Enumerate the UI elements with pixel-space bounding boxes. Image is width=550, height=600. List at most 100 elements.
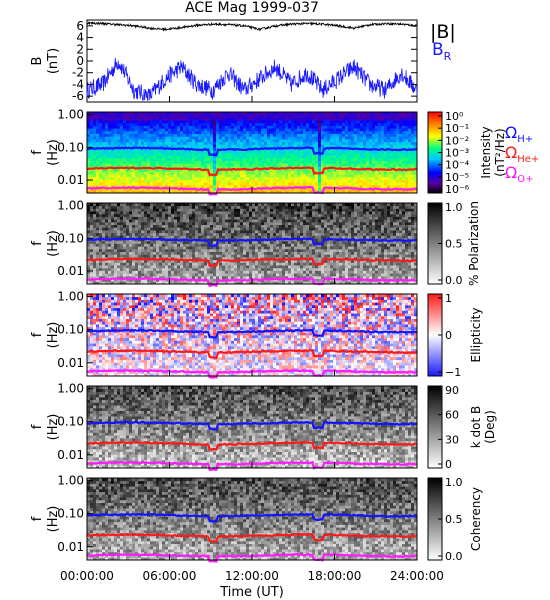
- spectrogram-cell: [102, 157, 106, 161]
- spectrogram-cell: [306, 139, 310, 143]
- spectrogram-cell: [111, 248, 115, 252]
- spectrogram-cell: [141, 152, 145, 156]
- spectrogram-cell: [150, 273, 154, 277]
- spectrogram-cell: [243, 171, 247, 175]
- spectrogram-cell: [126, 176, 130, 180]
- spectrogram-cell: [216, 117, 220, 121]
- spectrogram-cell: [393, 141, 397, 145]
- spectrogram-cell: [123, 160, 127, 164]
- spectrogram-cell: [96, 205, 100, 209]
- spectrogram-cell: [222, 262, 226, 266]
- spectrogram-cell: [219, 117, 223, 121]
- spectrogram-cell: [120, 221, 124, 225]
- spectrogram-cell: [399, 157, 403, 161]
- spectrogram-cell: [222, 221, 226, 225]
- spectrogram-cell: [318, 149, 322, 153]
- spectrogram-cell: [210, 254, 214, 258]
- spectrogram-cell: [108, 114, 112, 118]
- spectrogram-cell: [246, 120, 250, 124]
- spectrogram-cell: [96, 160, 100, 164]
- spectrogram-cell: [123, 240, 127, 244]
- spectrogram-cell: [162, 232, 166, 236]
- spectrogram-cell: [171, 235, 175, 239]
- spectrogram-cell: [174, 262, 178, 266]
- spectrogram-cell: [132, 235, 136, 239]
- spectrogram-cell: [384, 133, 388, 137]
- spectrogram-cell: [336, 179, 340, 183]
- spectrogram-cell: [309, 136, 313, 140]
- spectrogram-cell: [174, 112, 178, 116]
- spectrogram-cell: [111, 190, 115, 194]
- spectrogram-cell: [156, 149, 160, 153]
- spectrogram-cell: [237, 166, 241, 170]
- spectrogram-cell: [201, 224, 205, 228]
- spectrogram-cell: [204, 235, 208, 239]
- spectrogram-cell: [378, 122, 382, 126]
- spectrogram-cell: [360, 122, 364, 126]
- spectrogram-cell: [162, 182, 166, 186]
- spectrogram-cell: [129, 168, 133, 172]
- spectrogram-cell: [108, 176, 112, 180]
- spectrogram-cell: [114, 130, 118, 134]
- spectrogram-cell: [192, 171, 196, 175]
- spectrogram-cell: [177, 270, 181, 274]
- spectrogram-cell: [384, 117, 388, 121]
- spectrogram-cell: [189, 267, 193, 271]
- spectrogram-cell: [390, 114, 394, 118]
- spectrogram-cell: [378, 179, 382, 183]
- spectrogram-cell: [213, 171, 217, 175]
- spectrogram-cell: [396, 147, 400, 151]
- spectrogram-cell: [204, 139, 208, 143]
- spectrogram-cell: [162, 144, 166, 148]
- spectrogram-cell: [99, 246, 103, 250]
- spectrogram-cell: [90, 155, 94, 159]
- spectrogram-cell: [231, 166, 235, 170]
- spectrogram-cell: [276, 114, 280, 118]
- spectrogram-cell: [348, 117, 352, 121]
- spectrogram-cell: [153, 112, 157, 116]
- spectrogram-cell: [171, 246, 175, 250]
- spectrogram-cell: [96, 149, 100, 153]
- spectrogram-cell: [171, 144, 175, 148]
- spectrogram-cell: [273, 190, 277, 194]
- spectrogram-cell: [180, 176, 184, 180]
- spectrogram-cell: [372, 190, 376, 194]
- spectrogram-cell: [240, 174, 244, 178]
- spectrogram-cell: [387, 176, 391, 180]
- spectrogram-cell: [327, 171, 331, 175]
- spectrogram-cell: [324, 144, 328, 148]
- spectrogram-cell: [288, 139, 292, 143]
- spectrogram-cell: [342, 149, 346, 153]
- spectrogram-cell: [348, 171, 352, 175]
- spectrogram-cell: [402, 160, 406, 164]
- spectrogram-cell: [237, 224, 241, 228]
- spectrogram-cell: [372, 152, 376, 156]
- spectrogram-cell: [402, 136, 406, 140]
- spectrogram-cell: [402, 117, 406, 121]
- spectrogram-cell: [321, 117, 325, 121]
- spectrogram-cell: [336, 187, 340, 191]
- spectrogram-cell: [171, 157, 175, 161]
- spectrogram-cell: [408, 190, 412, 194]
- spectrogram-cell: [249, 232, 253, 236]
- spectrogram-cell: [345, 152, 349, 156]
- spectrogram-cell: [342, 114, 346, 118]
- spectrogram-cell: [225, 155, 229, 159]
- spectrogram-cell: [282, 128, 286, 132]
- spectrogram-cell: [120, 278, 124, 282]
- spectrogram-cell: [231, 125, 235, 129]
- spectrogram-cell: [372, 139, 376, 143]
- spectrogram-cell: [375, 184, 379, 188]
- spectrogram-cell: [321, 163, 325, 167]
- spectrogram-cell: [96, 163, 100, 167]
- spectrogram-cell: [117, 246, 121, 250]
- spectrogram-cell: [363, 171, 367, 175]
- spectrogram-cell: [123, 203, 127, 207]
- spectrogram-cell: [162, 139, 166, 143]
- spectrogram-cell: [270, 155, 274, 159]
- spectrogram-cell: [114, 251, 118, 255]
- spectrogram-cell: [222, 213, 226, 217]
- spectrogram-cell: [117, 230, 121, 234]
- spectrogram-cell: [411, 160, 415, 164]
- spectrogram-cell: [162, 270, 166, 274]
